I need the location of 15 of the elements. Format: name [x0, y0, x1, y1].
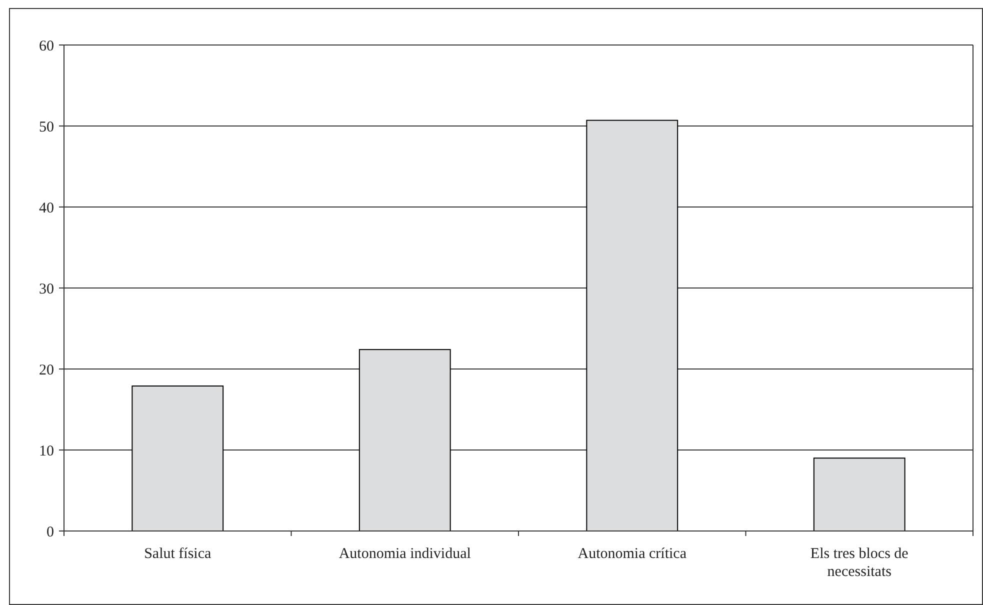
y-tick-label: 0 — [46, 524, 54, 540]
x-tick-label: Autonomia crítica — [578, 546, 687, 562]
x-tick-label: Els tres blocs de necessitats — [810, 546, 909, 580]
y-tick-label: 10 — [39, 443, 54, 460]
y-tick-label: 20 — [39, 362, 54, 378]
y-tick-label: 60 — [39, 38, 54, 54]
y-tick-label: 50 — [39, 119, 54, 136]
bar — [132, 386, 224, 532]
x-tick-label: Autonomia individual — [338, 546, 471, 562]
x-tick-label: Salut física — [144, 546, 212, 562]
bar — [358, 349, 451, 532]
bar — [813, 458, 906, 532]
bar — [586, 120, 678, 532]
y-tick-label: 40 — [39, 200, 54, 216]
y-tick-label: 30 — [39, 281, 54, 298]
